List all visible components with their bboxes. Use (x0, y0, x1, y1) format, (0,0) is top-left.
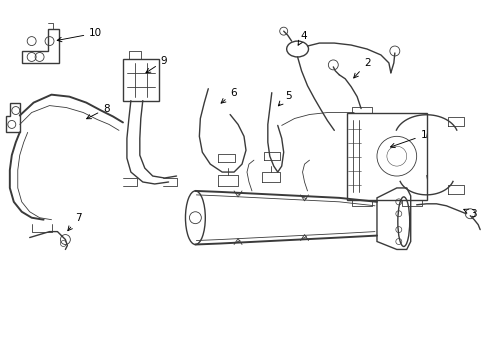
Text: 2: 2 (354, 58, 371, 78)
Text: 5: 5 (278, 91, 292, 106)
Text: 9: 9 (146, 56, 167, 73)
Text: 6: 6 (221, 88, 237, 103)
Text: 10: 10 (57, 28, 102, 42)
Text: 4: 4 (298, 31, 307, 45)
Text: 3: 3 (464, 209, 477, 219)
Bar (347, 113, 427, 200)
Text: 1: 1 (391, 130, 427, 148)
Text: 8: 8 (87, 104, 110, 119)
Text: 7: 7 (68, 213, 82, 231)
